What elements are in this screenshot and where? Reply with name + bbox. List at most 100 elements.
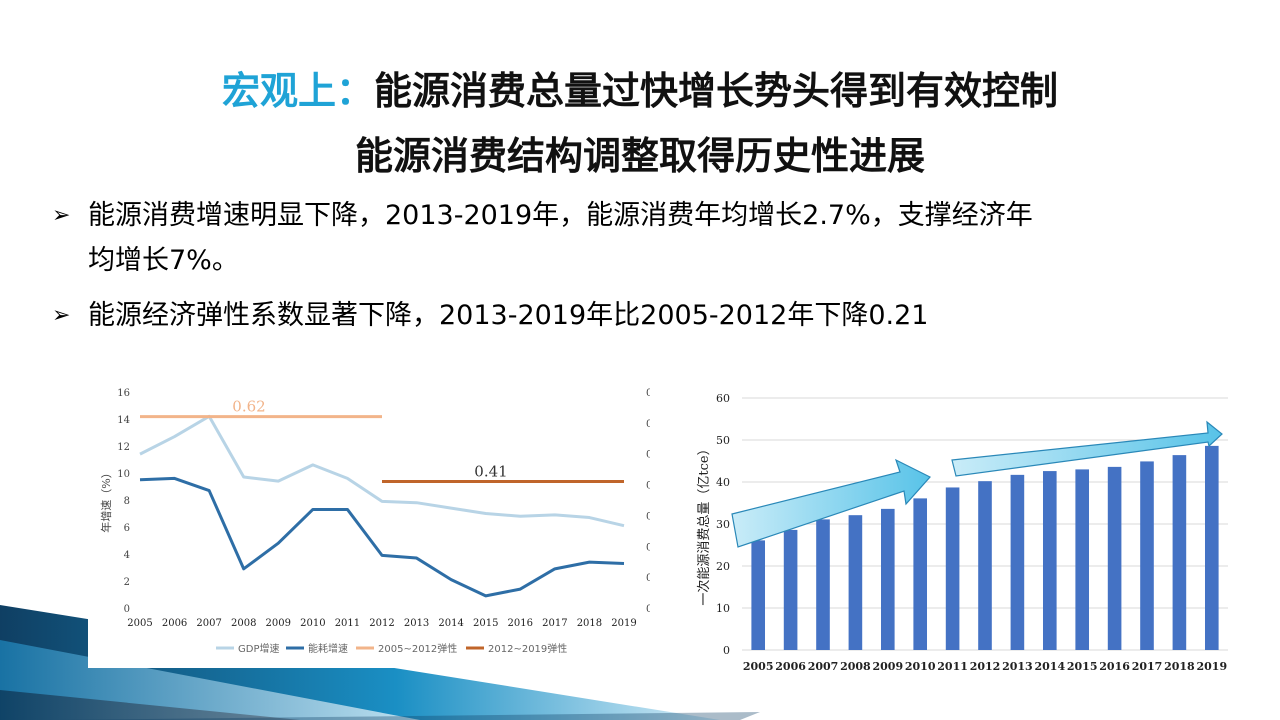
legend-label: 2012~2019弹性 — [488, 642, 567, 655]
bullet-arrow-icon: ➢ — [52, 203, 71, 228]
title-prefix: 宏观上： — [221, 69, 374, 113]
y-tick-label: 20 — [716, 560, 730, 573]
x-tick-label: 2008 — [840, 660, 871, 673]
y-tick-label: 0 — [723, 644, 730, 657]
x-tick-label: 2011 — [335, 618, 360, 629]
x-tick-label: 2009 — [266, 618, 291, 629]
bar — [1075, 469, 1090, 650]
x-tick-label: 2007 — [808, 660, 839, 673]
trend-arrow-icon — [731, 458, 931, 548]
title-main: 能源消费总量过快增长势头得到有效控制 — [374, 69, 1059, 113]
bar — [880, 508, 895, 650]
y-tick-label: 10 — [117, 469, 130, 480]
x-tick-label: 2017 — [1132, 660, 1163, 673]
bar — [1107, 466, 1122, 650]
bar — [1010, 474, 1025, 650]
x-tick-label: 2015 — [1067, 660, 1098, 673]
trend-arrow-icon — [951, 420, 1223, 477]
y-right-tick-label: 0.6 — [646, 419, 650, 430]
bar — [783, 529, 798, 650]
x-tick-label: 2016 — [508, 618, 533, 629]
title-line-1: 宏观上：能源消费总量过快增长势头得到有效控制 — [0, 60, 1280, 115]
y-tick-label: 40 — [716, 476, 730, 489]
legend-label: 2005~2012弹性 — [378, 642, 457, 655]
bullet-text: 能源消费增速明显下降，2013-2019年，能源消费年均增长2.7%，支撑经济年 — [88, 200, 1033, 231]
x-tick-label: 2006 — [775, 660, 806, 673]
y-tick-label: 30 — [716, 518, 730, 531]
y-tick-label: 10 — [716, 602, 730, 615]
x-tick-label: 2009 — [872, 660, 903, 673]
bar — [1140, 461, 1154, 650]
legend-item: 2012~2019弹性 — [466, 642, 567, 655]
y-tick-label: 0 — [124, 604, 130, 615]
x-tick-label: 2018 — [577, 618, 602, 629]
y-tick-label: 4 — [124, 550, 130, 561]
y-right-tick-label: 0.1 — [646, 573, 650, 584]
growth-rate-chart-svg: 0 2 4 6 8 10 12 14 16 0 0.1 0.2 0.3 0.4 0.5 0.6 0.7 2005 2… — [99, 388, 681, 655]
x-tick-label: 2018 — [1164, 660, 1195, 673]
bullet-text: 均增长7%。 — [88, 245, 239, 276]
bar — [978, 481, 992, 650]
x-tick-label: 2012 — [369, 618, 394, 629]
x-tick-label: 2005 — [743, 660, 774, 673]
x-tick-label: 2013 — [1002, 660, 1033, 673]
bar — [1172, 455, 1187, 650]
bar — [816, 519, 830, 650]
bar — [1042, 471, 1057, 650]
legend-label: 能耗增速 — [308, 642, 348, 655]
x-tick-label: 2014 — [1034, 660, 1065, 673]
y-right-tick-label: 0.4 — [646, 481, 650, 492]
series-line-能耗增速 — [139, 476, 625, 598]
growth-rate-chart: 0 2 4 6 8 10 12 14 16 0 0.1 0.2 0.3 0.4 0.5 0.6 0.7 2005 2… — [88, 380, 681, 668]
y-axis-label: 年增速（%） — [99, 467, 113, 532]
x-tick-label: 2014 — [438, 618, 463, 629]
bar — [945, 487, 960, 650]
energy-consumption-chart: 0 10 20 30 40 50 60 一次能源消费总量（亿tce） 2005 2006 2007 2… — [690, 380, 1250, 680]
y-tick-label: 50 — [716, 434, 730, 447]
x-tick-label: 2008 — [231, 618, 256, 629]
y-right-tick-label: 0.7 — [646, 388, 650, 399]
y-right-tick-label: 0.3 — [646, 511, 650, 522]
x-tick-label: 2012 — [970, 660, 1001, 673]
decor-wedge-dark — [0, 690, 300, 720]
y-tick-label: 8 — [124, 496, 130, 507]
series-line-GDP增速 — [139, 414, 625, 528]
x-tick-label: 2017 — [542, 618, 567, 629]
elasticity-value-label: 0.62 — [232, 398, 265, 416]
x-tick-label: 2013 — [404, 618, 429, 629]
x-tick-label: 2019 — [1196, 660, 1227, 673]
legend-item: 2005~2012弹性 — [356, 642, 457, 655]
x-tick-label: 2006 — [162, 618, 187, 629]
elasticity-value-label: 0.41 — [474, 462, 507, 480]
legend-item: 能耗增速 — [286, 642, 348, 655]
x-tick-label: 2016 — [1099, 660, 1130, 673]
bullet-arrow-icon: ➢ — [52, 303, 71, 328]
decor-stripe — [60, 712, 760, 720]
bar — [848, 515, 863, 650]
bar — [913, 498, 928, 650]
y-tick-label: 60 — [716, 392, 730, 405]
bullet-text: 能源经济弹性系数显著下降，2013-2019年比2005-2012年下降0.21 — [88, 300, 929, 331]
y-tick-label: 12 — [117, 442, 130, 453]
bar — [1204, 445, 1219, 650]
x-tick-label: 2015 — [473, 618, 498, 629]
x-tick-label: 2010 — [905, 660, 936, 673]
y-right-tick-label: 0.2 — [646, 542, 650, 553]
x-tick-label: 2010 — [300, 618, 325, 629]
legend-item: GDP增速 — [216, 642, 279, 655]
x-tick-label: 2019 — [611, 618, 636, 629]
y-right-tick-label: 0.5 — [646, 450, 650, 461]
y-axis-label: 一次能源消费总量（亿tce） — [696, 442, 712, 605]
x-tick-label: 2005 — [127, 618, 152, 629]
y-tick-label: 14 — [117, 415, 130, 426]
x-tick-label: 2007 — [196, 618, 221, 629]
legend-label: GDP增速 — [238, 642, 279, 655]
title-line-2: 能源消费结构调整取得历史性进展 — [354, 134, 925, 178]
y-tick-label: 16 — [117, 388, 130, 399]
bar — [751, 540, 766, 650]
x-tick-label: 2011 — [937, 660, 968, 673]
y-right-tick-label: 0 — [646, 604, 650, 615]
y-tick-label: 2 — [124, 577, 130, 588]
